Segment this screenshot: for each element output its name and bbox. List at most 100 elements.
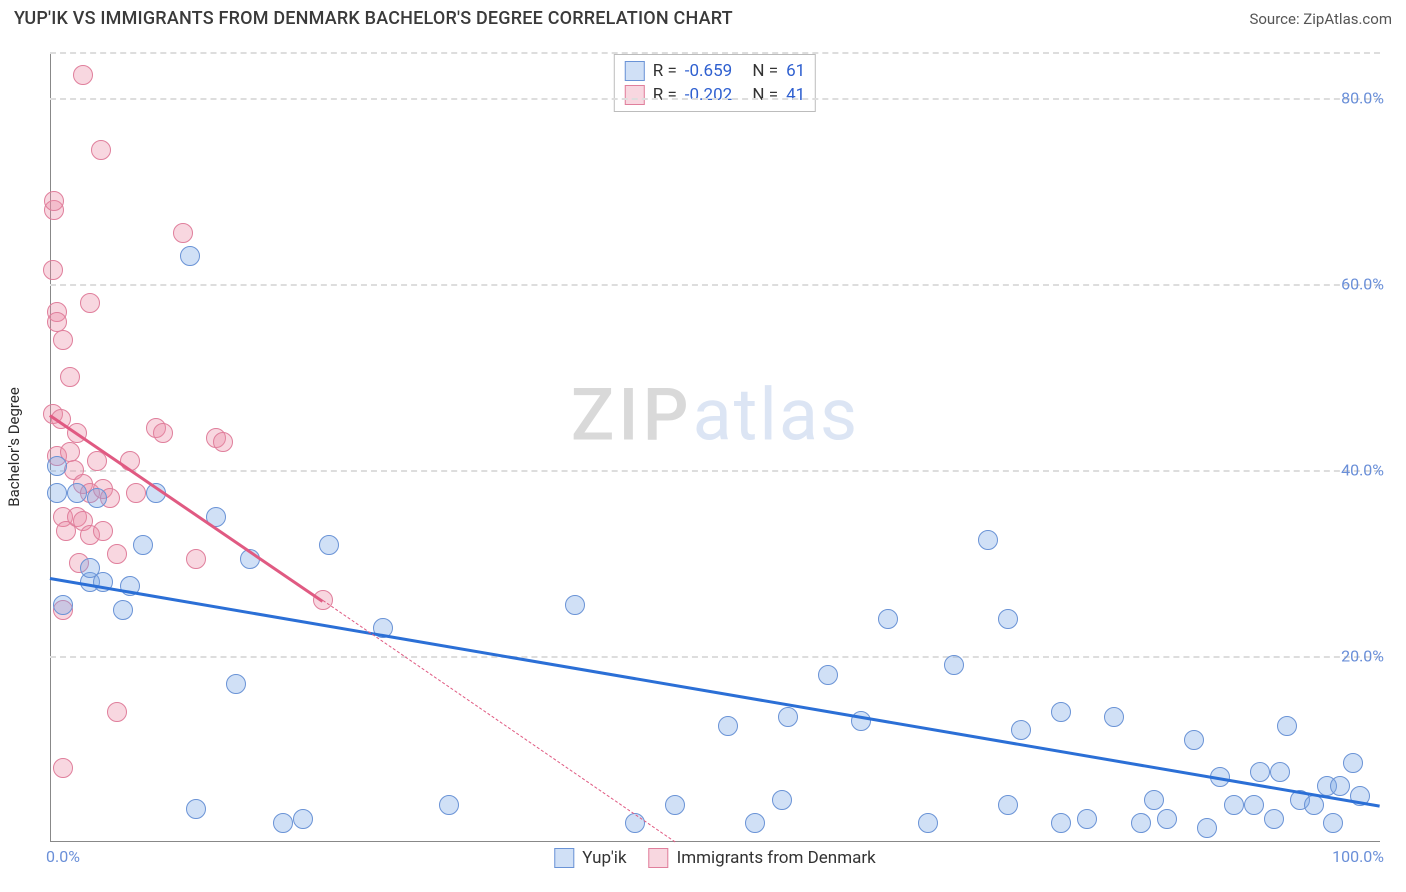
data-point-b — [186, 549, 206, 569]
data-point-a — [319, 535, 339, 555]
swatch-series-a-icon — [625, 61, 645, 81]
data-point-a — [772, 790, 792, 810]
data-point-a — [186, 799, 206, 819]
data-point-a — [1011, 720, 1031, 740]
data-point-a — [1224, 795, 1244, 815]
data-point-b — [47, 312, 67, 332]
data-point-a — [1330, 776, 1350, 796]
data-point-a — [1343, 753, 1363, 773]
data-point-a — [1277, 716, 1297, 736]
legend: Yup'ik Immigrants from Denmark — [554, 848, 875, 868]
n-value-b: 41 — [786, 85, 805, 105]
data-point-a — [1264, 809, 1284, 829]
data-point-a — [133, 535, 153, 555]
data-point-a — [665, 795, 685, 815]
y-tick-label: 20.0% — [1341, 647, 1384, 666]
data-point-a — [998, 795, 1018, 815]
stat-row-b: R = -0.202 N = 41 — [625, 83, 805, 107]
data-point-a — [625, 813, 645, 833]
legend-item-b: Immigrants from Denmark — [649, 848, 876, 868]
y-tick-label: 40.0% — [1341, 461, 1384, 480]
n-label-a: N = — [752, 61, 778, 81]
y-axis-label: Bachelor's Degree — [5, 387, 23, 507]
x-tick-label: 100.0% — [1332, 847, 1384, 866]
grid-line — [50, 656, 1380, 658]
data-point-b — [44, 191, 64, 211]
data-point-b — [213, 432, 233, 452]
data-point-a — [67, 483, 87, 503]
data-point-b — [93, 521, 113, 541]
plot-area: Bachelor's Degree ZIPatlas R = -0.659 N … — [50, 52, 1380, 842]
data-point-a — [1184, 730, 1204, 750]
data-point-a — [1197, 818, 1217, 838]
data-point-a — [180, 246, 200, 266]
trend-line — [50, 577, 1380, 807]
data-point-b — [91, 140, 111, 160]
legend-label-b: Immigrants from Denmark — [677, 848, 876, 868]
data-point-a — [918, 813, 938, 833]
data-point-a — [1051, 813, 1071, 833]
chart-source: Source: ZipAtlas.com — [1249, 10, 1392, 28]
grid-line — [50, 284, 1380, 286]
data-point-a — [439, 795, 459, 815]
r-value-a: -0.659 — [685, 61, 732, 81]
data-point-b — [43, 260, 63, 280]
legend-label-a: Yup'ik — [582, 848, 626, 868]
n-value-a: 61 — [786, 61, 805, 81]
data-point-a — [978, 530, 998, 550]
r-label-a: R = — [653, 61, 677, 81]
data-point-b — [153, 423, 173, 443]
x-axis — [50, 841, 1380, 842]
data-point-a — [778, 707, 798, 727]
data-point-a — [1051, 702, 1071, 722]
data-point-b — [80, 293, 100, 313]
data-point-a — [998, 609, 1018, 629]
data-point-a — [1244, 795, 1264, 815]
y-tick-label: 60.0% — [1341, 275, 1384, 294]
data-point-b — [53, 330, 73, 350]
data-point-a — [53, 595, 73, 615]
watermark: ZIPatlas — [571, 373, 859, 458]
data-point-a — [226, 674, 246, 694]
y-tick-label: 80.0% — [1341, 89, 1384, 108]
data-point-b — [53, 758, 73, 778]
data-point-a — [1131, 813, 1151, 833]
legend-swatch-b-icon — [649, 848, 669, 868]
r-value-b: -0.202 — [685, 85, 732, 105]
data-point-b — [60, 367, 80, 387]
data-point-a — [565, 595, 585, 615]
chart-header: YUP'IK VS IMMIGRANTS FROM DENMARK BACHEL… — [0, 0, 1406, 33]
data-point-b — [107, 702, 127, 722]
x-tick-label: 0.0% — [46, 847, 80, 866]
grid-line — [50, 98, 1380, 100]
data-point-a — [47, 456, 67, 476]
data-point-a — [1250, 762, 1270, 782]
data-point-a — [1304, 795, 1324, 815]
data-point-b — [173, 223, 193, 243]
data-point-a — [1144, 790, 1164, 810]
data-point-a — [47, 483, 67, 503]
data-point-b — [73, 65, 93, 85]
legend-item-a: Yup'ik — [554, 848, 626, 868]
data-point-a — [745, 813, 765, 833]
data-point-b — [107, 544, 127, 564]
grid-line — [50, 52, 1380, 54]
r-label-b: R = — [653, 85, 677, 105]
chart-title: YUP'IK VS IMMIGRANTS FROM DENMARK BACHEL… — [14, 8, 733, 29]
watermark-atlas: atlas — [693, 373, 860, 458]
data-point-a — [87, 488, 107, 508]
grid-line — [50, 470, 1380, 472]
data-point-a — [113, 600, 133, 620]
data-point-a — [1104, 707, 1124, 727]
stat-box: R = -0.659 N = 61 R = -0.202 N = 41 — [614, 54, 816, 112]
data-point-a — [718, 716, 738, 736]
data-point-b — [126, 483, 146, 503]
watermark-zip: ZIP — [571, 373, 693, 458]
legend-swatch-a-icon — [554, 848, 574, 868]
n-label-b: N = — [752, 85, 778, 105]
data-point-a — [273, 813, 293, 833]
data-point-a — [944, 655, 964, 675]
stat-row-a: R = -0.659 N = 61 — [625, 59, 805, 83]
data-point-a — [878, 609, 898, 629]
data-point-a — [1157, 809, 1177, 829]
